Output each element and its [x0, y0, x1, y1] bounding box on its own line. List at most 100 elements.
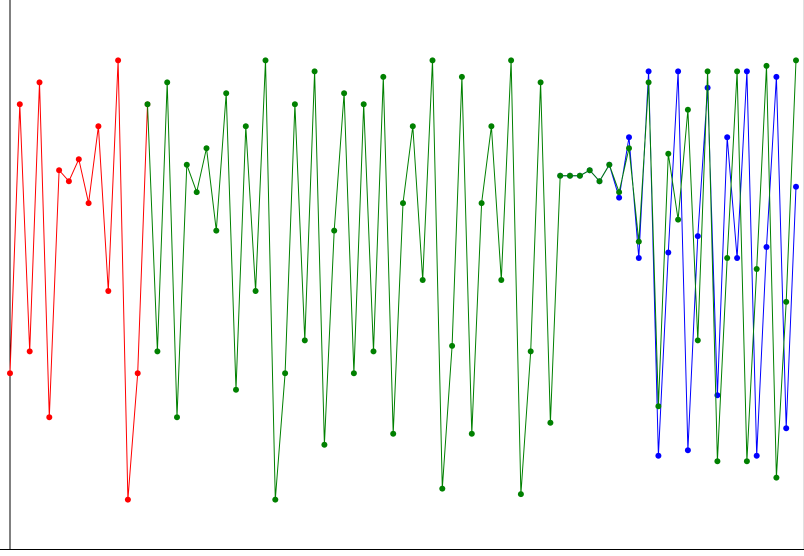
data-point — [115, 57, 122, 64]
data-point — [645, 68, 652, 75]
data-point — [203, 145, 210, 152]
data-point — [321, 441, 328, 448]
data-point — [655, 403, 662, 410]
data-point — [449, 342, 456, 349]
data-point — [419, 277, 426, 283]
data-point — [684, 106, 691, 113]
data-point — [380, 73, 387, 80]
data-point — [272, 496, 279, 503]
data-point — [655, 452, 662, 459]
data-point — [36, 79, 43, 86]
data-point — [547, 419, 554, 426]
data-point — [183, 161, 190, 168]
data-point — [331, 227, 338, 234]
data-point — [743, 458, 750, 465]
data-point — [498, 277, 505, 283]
data-point — [626, 145, 632, 152]
data-point — [773, 73, 780, 80]
data-point — [134, 370, 141, 377]
data-point — [783, 298, 790, 305]
data-point — [262, 57, 269, 64]
series-0 — [7, 57, 151, 503]
data-point — [773, 474, 780, 481]
data-point — [753, 266, 760, 272]
data-point — [626, 134, 632, 141]
data-point — [252, 288, 259, 294]
data-point — [567, 172, 573, 179]
data-point — [75, 156, 82, 163]
series-2 — [144, 57, 799, 503]
data-point — [488, 123, 495, 130]
data-point — [95, 123, 102, 130]
data-point — [370, 348, 377, 355]
data-point — [517, 491, 524, 498]
data-point — [409, 123, 416, 130]
data-point — [282, 370, 289, 377]
data-point — [429, 57, 436, 64]
data-point — [606, 161, 613, 168]
data-point — [508, 57, 515, 64]
data-point — [400, 200, 406, 207]
data-point — [242, 123, 249, 130]
data-point — [616, 189, 623, 196]
data-point — [390, 430, 397, 437]
data-point — [665, 150, 672, 157]
data-point — [124, 496, 131, 503]
data-point — [65, 178, 72, 185]
data-point — [85, 200, 92, 207]
data-point — [665, 249, 672, 256]
data-point — [16, 101, 23, 108]
data-point — [694, 337, 701, 344]
data-point — [753, 452, 760, 459]
data-point — [793, 183, 799, 190]
data-point — [311, 68, 318, 75]
data-point — [763, 244, 770, 250]
data-point — [174, 414, 180, 421]
data-point — [527, 348, 534, 355]
data-point — [144, 101, 151, 108]
data-point — [26, 348, 33, 355]
data-point — [743, 68, 750, 75]
data-point — [724, 255, 731, 261]
data-point — [301, 337, 308, 344]
data-point — [734, 68, 741, 75]
data-point — [164, 79, 171, 86]
data-point — [576, 172, 583, 179]
data-point — [675, 216, 682, 223]
data-point — [291, 101, 298, 108]
data-point — [734, 255, 741, 261]
data-point — [557, 172, 564, 179]
data-point — [714, 458, 721, 465]
data-point — [616, 194, 623, 201]
data-point — [46, 414, 53, 421]
series-layer — [7, 57, 799, 503]
data-point — [458, 73, 465, 80]
data-point — [596, 178, 603, 185]
data-point — [233, 386, 239, 393]
data-point — [675, 68, 682, 75]
data-point — [213, 227, 220, 234]
data-point — [537, 79, 544, 86]
data-point — [635, 255, 642, 261]
data-point — [704, 68, 711, 75]
data-point — [586, 167, 593, 174]
data-point — [56, 167, 63, 174]
data-point — [645, 79, 652, 86]
data-point — [684, 447, 691, 454]
data-point — [793, 57, 799, 64]
data-point — [763, 62, 770, 69]
data-point — [694, 233, 701, 240]
data-point — [7, 370, 13, 377]
data-point — [468, 430, 475, 437]
data-point — [478, 200, 485, 207]
data-point — [350, 370, 357, 377]
data-point — [193, 189, 200, 196]
data-point — [223, 90, 230, 97]
data-point — [105, 288, 112, 294]
data-point — [341, 90, 348, 97]
data-point — [154, 348, 161, 355]
data-point — [360, 101, 367, 108]
data-point — [439, 485, 446, 492]
